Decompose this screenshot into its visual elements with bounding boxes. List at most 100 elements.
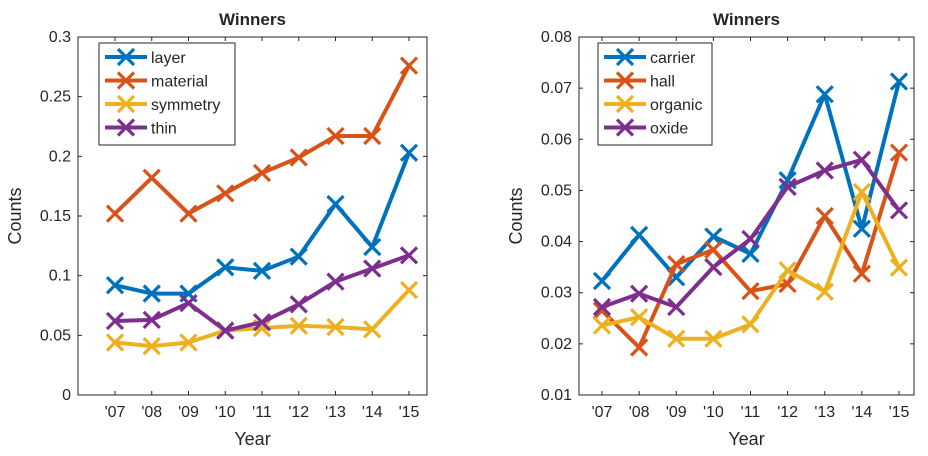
x-tick-label: '09 (666, 404, 687, 421)
y-axis-label: Counts (5, 187, 25, 244)
data-point (252, 163, 272, 183)
legend: carrier hall organic oxide (597, 42, 713, 146)
legend-swatch-marker (615, 47, 635, 67)
x-tick-label: '14 (851, 404, 872, 421)
data-point (778, 261, 797, 280)
y-tick-label: 0 (62, 387, 71, 404)
x-tick-label: '11 (741, 404, 761, 421)
data-point (815, 206, 834, 226)
chart-title: Winners (219, 10, 286, 29)
y-tick-label: 0.06 (541, 131, 572, 148)
data-point (142, 336, 161, 356)
data-point (399, 143, 419, 162)
legend-label: symmetry (151, 97, 220, 114)
data-point (815, 282, 834, 301)
data-point (399, 56, 419, 75)
x-tick-label: '11 (252, 404, 272, 421)
y-tick-label: 0.03 (541, 285, 572, 302)
data-point (667, 254, 686, 274)
data-point (326, 194, 345, 214)
x-tick-label: '13 (814, 404, 835, 421)
data-point (667, 297, 686, 317)
x-tick-label: '07 (592, 404, 613, 421)
legend-swatch-marker (116, 94, 136, 114)
y-tick-label: 0.05 (40, 327, 71, 344)
legend-label: hall (650, 74, 675, 91)
data-point (105, 204, 125, 223)
data-point (629, 225, 649, 245)
data-point (252, 313, 272, 332)
data-point (704, 240, 723, 259)
legend-label: material (151, 74, 208, 91)
data-point (216, 258, 235, 277)
data-point (105, 276, 125, 295)
legend-swatch-marker (615, 94, 635, 114)
x-tick-label: '08 (629, 404, 650, 421)
data-point (363, 126, 382, 146)
y-tick-label: 0.02 (541, 336, 572, 353)
x-tick-label: '10 (703, 404, 724, 421)
y-tick-label: 0.05 (541, 182, 572, 199)
x-tick-label: '13 (325, 404, 346, 421)
x-tick-label: '08 (141, 404, 162, 421)
y-axis-label: Counts (506, 187, 526, 244)
legend-label: thin (151, 121, 177, 138)
data-point (326, 317, 345, 337)
x-tick-label: '09 (178, 404, 199, 421)
data-point (889, 201, 909, 220)
data-point (289, 247, 308, 266)
y-tick-label: 0.1 (49, 268, 71, 285)
series-organic (592, 182, 909, 348)
legend-label: oxide (650, 121, 688, 138)
data-point (326, 272, 345, 291)
data-point (179, 204, 198, 223)
series-hall (592, 143, 909, 357)
data-point (363, 237, 382, 257)
data-point (778, 177, 797, 196)
data-point (852, 150, 872, 169)
legend-swatch-marker (116, 71, 136, 90)
legend-swatch-marker (615, 118, 635, 137)
legend-label: layer (151, 50, 186, 67)
data-point (629, 284, 649, 303)
chart-2: 0.01 0.02 0.03 0.04 0.05 0.06 0.07 0.08 '07 '08 '0… (506, 10, 915, 449)
data-point (592, 297, 612, 317)
data-point (142, 310, 161, 329)
y-tick-label: 0.08 (541, 29, 572, 46)
data-point (852, 264, 872, 283)
y-tick-label: 0.25 (40, 89, 71, 106)
x-tick-label: '12 (777, 404, 798, 421)
data-point (142, 284, 161, 303)
data-point (105, 311, 125, 331)
x-tick-label: '10 (215, 404, 236, 421)
y-tick-label: 0.2 (49, 148, 71, 165)
data-point (704, 227, 723, 246)
y-tick-label: 0.3 (49, 29, 71, 46)
data-point (363, 259, 382, 278)
data-point (399, 246, 419, 265)
data-point (326, 126, 345, 146)
data-point (629, 308, 649, 327)
x-tick-label: '07 (105, 404, 126, 421)
x-tick-label: '12 (288, 404, 309, 421)
data-point (289, 295, 308, 314)
data-point (704, 329, 723, 348)
legend-label: organic (650, 97, 702, 114)
data-point (629, 338, 649, 357)
x-axis-label: Year (234, 429, 270, 449)
x-tick-label: '15 (889, 404, 910, 421)
data-point (216, 321, 235, 340)
data-point (289, 148, 308, 167)
data-point (179, 293, 198, 313)
chart-title: Winners (713, 10, 780, 29)
x-axis-label: Year (728, 429, 764, 449)
legend-swatch-marker (615, 71, 635, 90)
y-tick-label: 0.15 (40, 208, 71, 225)
series-carrier (592, 72, 909, 291)
data-point (105, 333, 125, 352)
legend-label: carrier (650, 50, 696, 67)
data-point (889, 258, 909, 277)
chart-1: 0 0.05 0.1 0.15 0.2 0.25 0.3 '07 '08 '09 '10 '11 '12… (5, 10, 428, 449)
